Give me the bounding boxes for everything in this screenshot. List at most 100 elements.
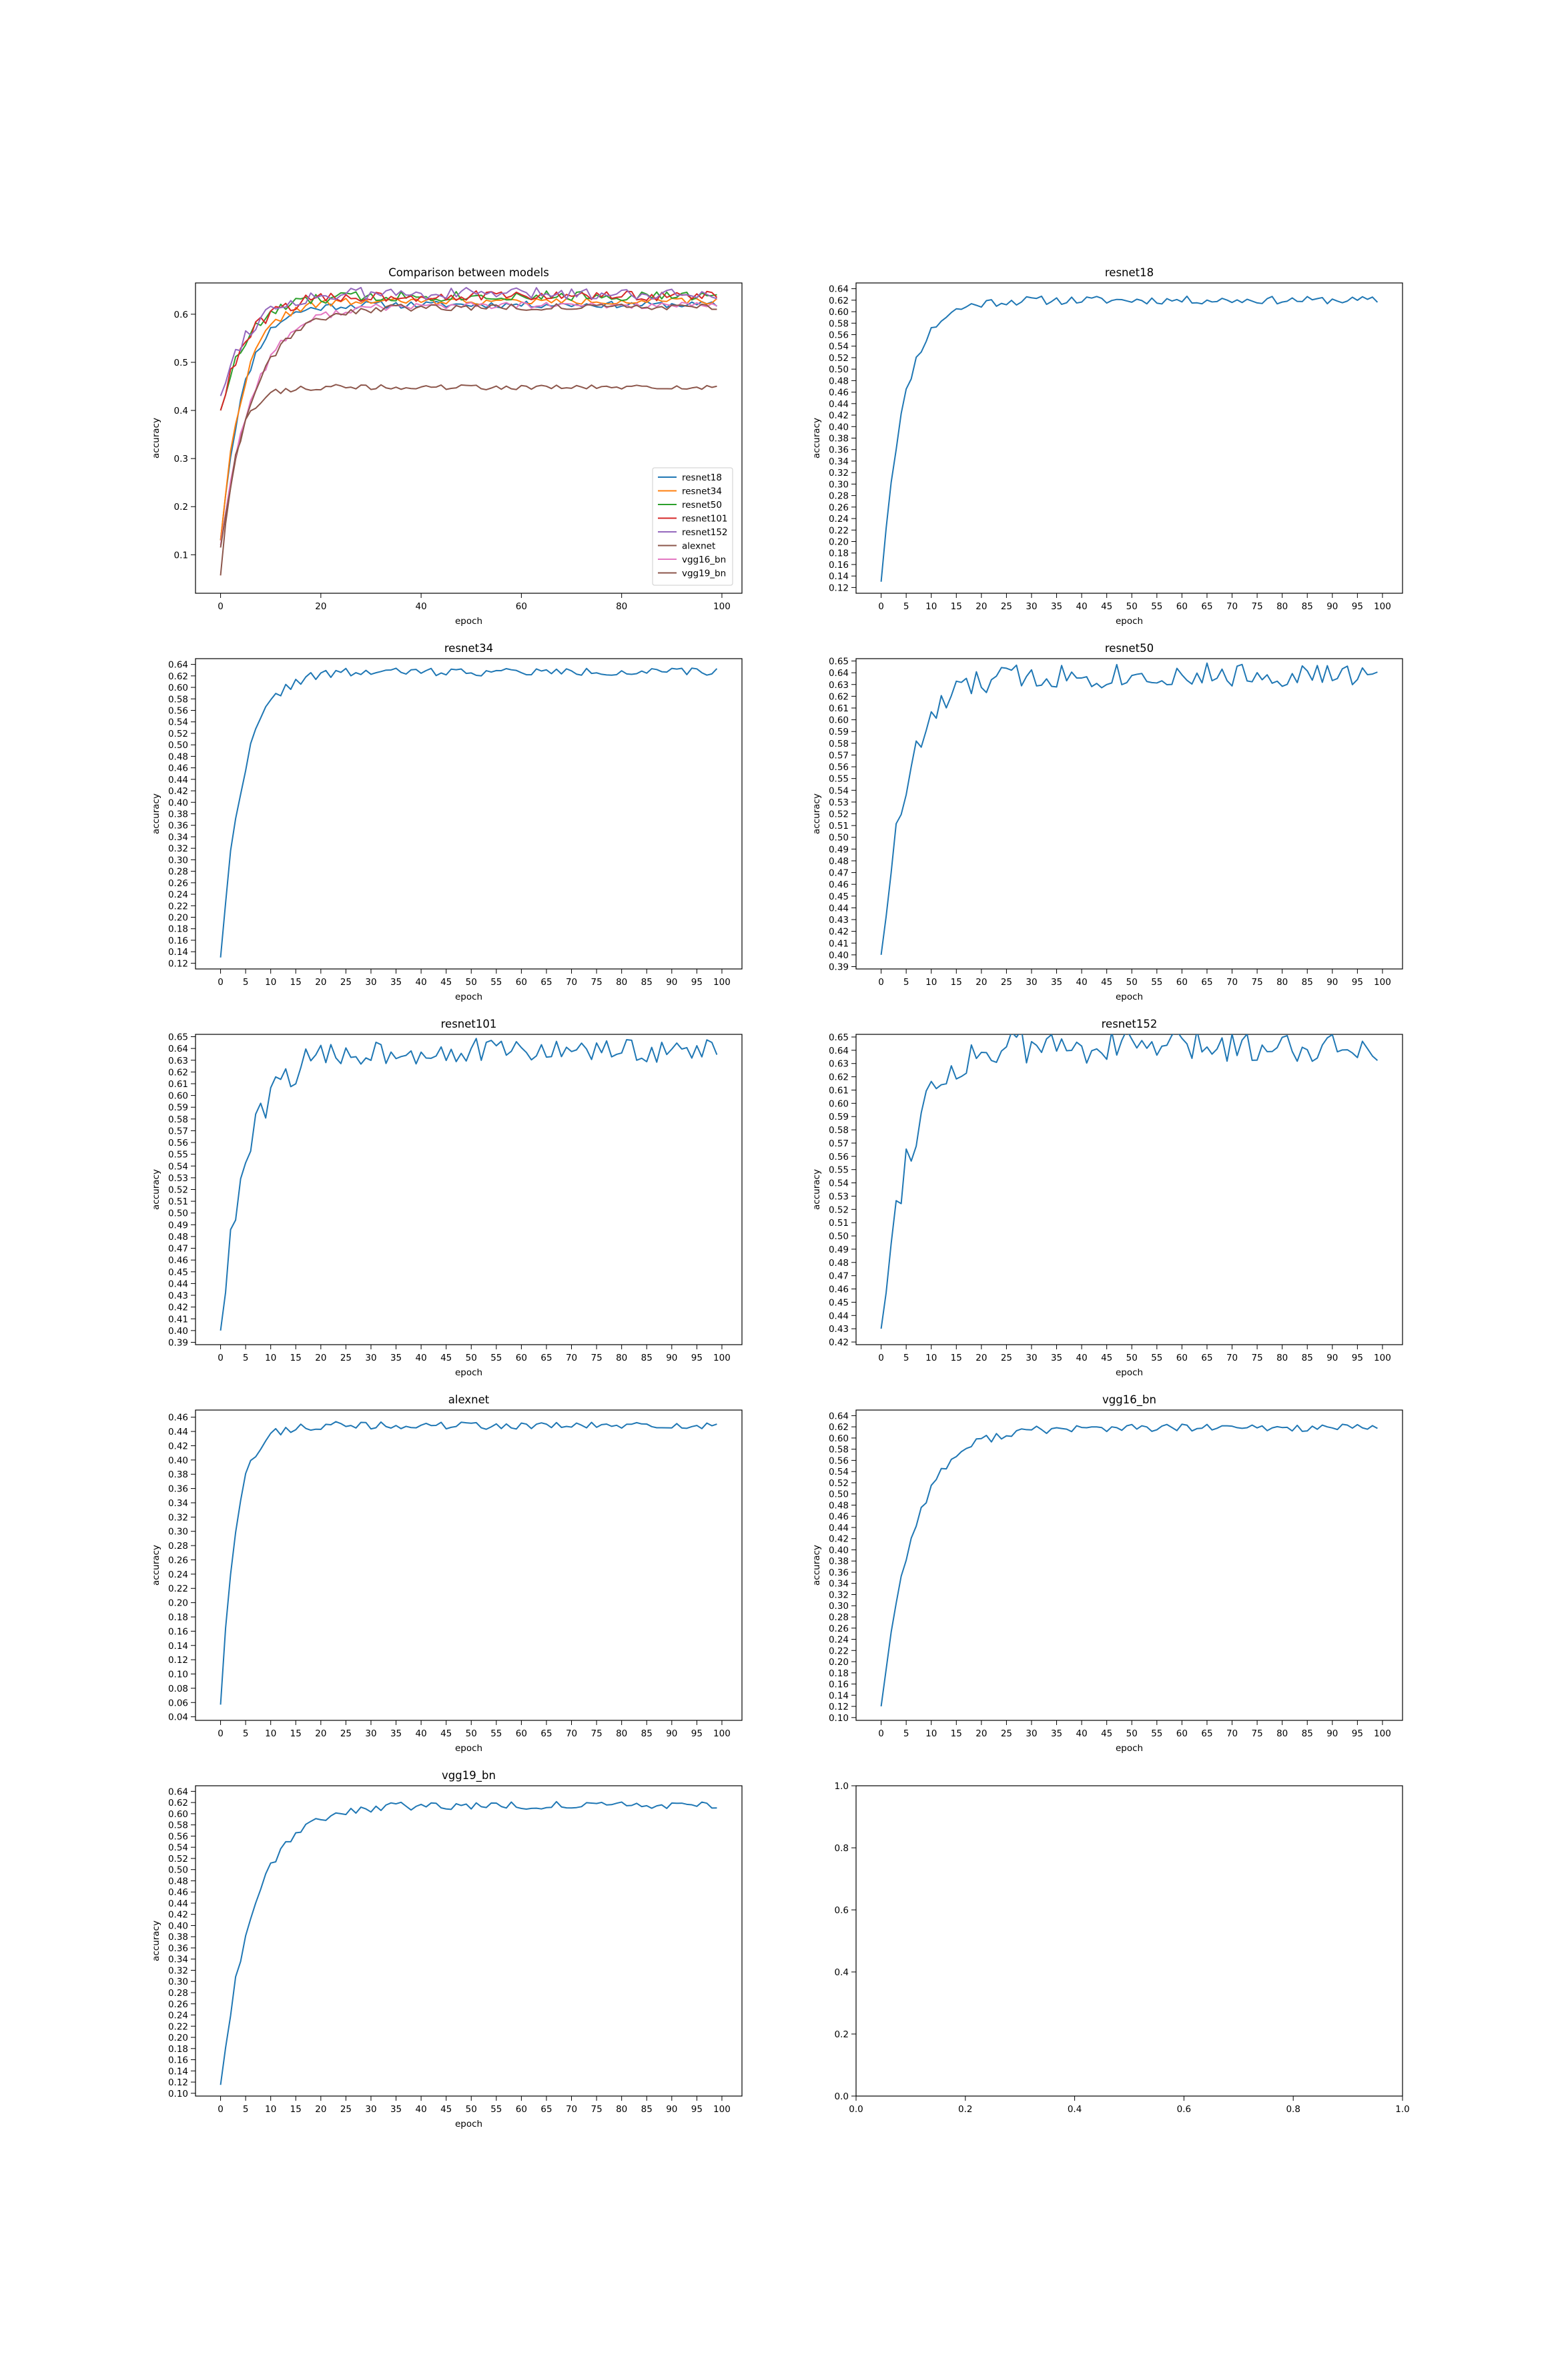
x-tick-label: 20	[315, 1728, 326, 1739]
y-axis-label: accuracy	[811, 1545, 822, 1586]
x-tick-label: 35	[390, 1728, 402, 1739]
y-tick-label: 0.28	[829, 1612, 849, 1623]
y-tick-label: 0.40	[829, 422, 849, 432]
series-line-resnet101	[220, 290, 718, 411]
x-tick-label: 15	[951, 1728, 962, 1739]
y-tick-label: 0.54	[168, 1842, 188, 1853]
y-tick-label: 0.44	[168, 1427, 188, 1437]
y-tick-label: 0.58	[829, 739, 849, 749]
x-tick-label: 20	[975, 1353, 987, 1363]
y-tick-label: 0.42	[829, 1534, 849, 1545]
y-tick-label: 0.62	[829, 1422, 849, 1433]
y-tick-label: 0.44	[829, 399, 849, 410]
y-tick-label: 0.32	[829, 1590, 849, 1600]
y-tick-label: 0.64	[829, 284, 849, 295]
chart-panel-7: 0 5 10 15 20 25 30 35 40 45 50 55 60 65 70 75 80 85 90 95 10…	[151, 1393, 743, 1754]
x-tick-label: 15	[951, 977, 962, 988]
chart-panel-3: 0 5 10 15 20 25 30 35 40 45 50 55 60 65 70 75 80 85 90 95 10…	[151, 642, 743, 1002]
x-tick-label: 80	[616, 2104, 627, 2115]
y-tick-label: 0.44	[829, 903, 849, 914]
y-tick-label: 0.62	[829, 691, 849, 702]
y-tick-label: 0.24	[168, 890, 188, 900]
x-tick-label: 80	[1276, 1728, 1288, 1739]
x-tick-label: 65	[1201, 1353, 1212, 1363]
series-line-resnet18	[880, 295, 1379, 582]
y-tick-label: 0.55	[829, 774, 849, 785]
series-line-resnet18	[220, 1038, 718, 1331]
x-tick-label: 5	[243, 1728, 249, 1739]
x-tick-label: 95	[691, 1728, 703, 1739]
y-tick-label: 0.61	[168, 1079, 188, 1090]
y-tick-label: 0.30	[829, 1601, 849, 1612]
y-tick-label: 0.58	[168, 1820, 188, 1831]
x-tick-label: 35	[390, 977, 402, 988]
x-tick-label: 85	[1302, 1353, 1313, 1363]
x-tick-label: 70	[566, 977, 577, 988]
x-tick-label: 40	[1076, 1728, 1088, 1739]
x-tick-label: 0	[878, 1353, 884, 1363]
legend-entry: vgg16_bn	[682, 555, 726, 565]
x-tick-label: 55	[490, 977, 502, 988]
y-tick-label: 0.48	[168, 1232, 188, 1243]
y-tick-label: 0.48	[829, 1500, 849, 1511]
x-axis-label: epoch	[1116, 1743, 1143, 1754]
y-tick-label: 0.46	[168, 1413, 188, 1423]
y-tick-label: 0.62	[168, 1798, 188, 1808]
x-axis-label: epoch	[455, 616, 482, 627]
y-tick-label: 0.20	[829, 537, 849, 548]
y-tick-label: 0.43	[168, 1291, 188, 1301]
x-tick-label: 25	[340, 1728, 352, 1739]
series-line-resnet18	[220, 300, 718, 541]
y-tick-label: 0.54	[829, 342, 849, 352]
x-tick-label: 10	[925, 977, 937, 988]
x-tick-label: 90	[666, 2104, 677, 2115]
x-tick-label: 25	[1001, 1353, 1012, 1363]
x-tick-label: 30	[365, 1728, 376, 1739]
y-tick-label: 0.2	[835, 2029, 849, 2040]
legend-entry: alexnet	[682, 541, 715, 552]
y-tick-label: 0.47	[168, 1244, 188, 1255]
y-tick-label: 0.45	[168, 1267, 188, 1278]
y-tick-label: 0.24	[829, 514, 849, 525]
y-tick-label: 0.60	[168, 1091, 188, 1102]
y-tick-label: 0.46	[168, 1887, 188, 1898]
x-tick-label: 100	[1374, 1353, 1391, 1363]
y-tick-label: 0.59	[829, 727, 849, 737]
y-tick-label: 0.63	[829, 680, 849, 691]
y-tick-label: 0.50	[168, 1865, 188, 1876]
series-line-resnet18	[220, 1421, 717, 1705]
x-tick-label: 0	[878, 1728, 884, 1739]
y-tick-label: 0.30	[829, 479, 849, 490]
y-tick-label: 0.22	[829, 1646, 849, 1656]
legend-entry: resnet101	[682, 514, 728, 525]
y-tick-label: 0.55	[168, 1150, 188, 1160]
y-tick-label: 0.52	[829, 1205, 849, 1215]
x-tick-label: 85	[1302, 601, 1313, 612]
x-axis-label: epoch	[455, 1367, 482, 1378]
x-tick-label: 95	[1352, 1728, 1363, 1739]
y-tick-label: 0.34	[168, 832, 188, 843]
y-tick-label: 0.61	[829, 703, 849, 714]
legend-entry: resnet152	[682, 527, 728, 538]
y-tick-label: 0.62	[168, 1067, 188, 1078]
axes-frame	[855, 1409, 1403, 1721]
y-tick-label: 0.58	[168, 1114, 188, 1125]
y-tick-label: 0.0	[835, 2091, 849, 2102]
y-tick-label: 0.60	[829, 1098, 849, 1109]
y-tick-label: 0.14	[168, 1641, 188, 1652]
x-tick-label: 60	[1176, 601, 1188, 612]
chart-title: resnet50	[1105, 642, 1154, 655]
y-tick-label: 0.38	[829, 434, 849, 444]
y-tick-label: 0.28	[168, 867, 188, 878]
y-tick-label: 0.4	[174, 406, 188, 416]
x-tick-label: 65	[540, 1353, 552, 1363]
x-tick-label: 0.8	[1286, 2104, 1300, 2115]
series-line-resnet18	[880, 662, 1378, 955]
series-line-vgg16_bn	[220, 302, 717, 546]
y-tick-label: 0.42	[168, 1303, 188, 1313]
y-tick-label: 0.14	[168, 2066, 188, 2077]
x-tick-label: 30	[365, 977, 376, 988]
x-tick-label: 55	[1151, 1353, 1162, 1363]
y-tick-label: 0.16	[168, 936, 188, 946]
x-tick-label: 40	[416, 2104, 427, 2115]
